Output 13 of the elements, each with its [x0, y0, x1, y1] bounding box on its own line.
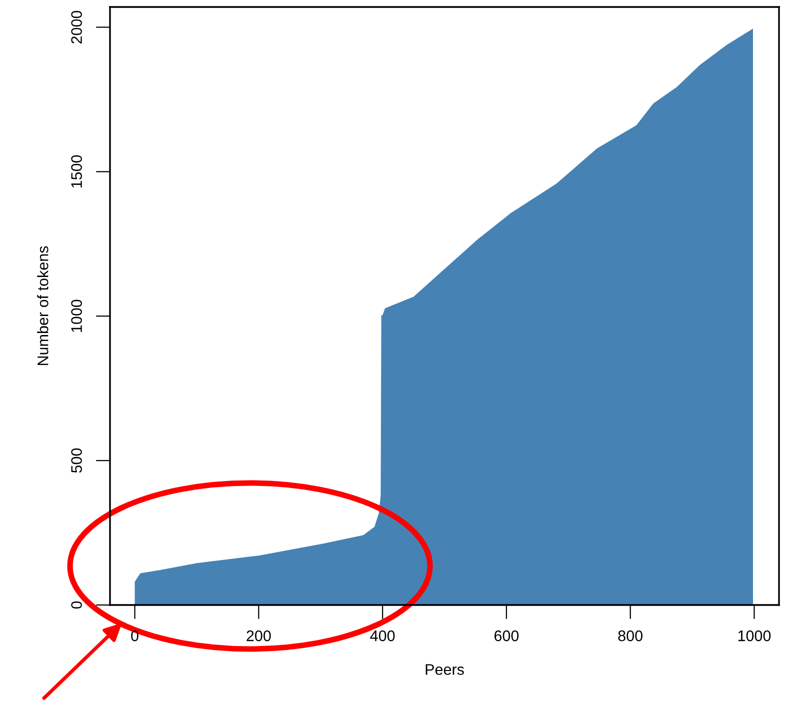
x-axis-title: Peers [426, 664, 464, 675]
x-tick-label: 200 [246, 630, 271, 642]
x-tick-label: 600 [494, 630, 519, 642]
y-tick-label: 1000 [71, 300, 82, 332]
y-tick-label: 500 [71, 448, 82, 473]
x-tick-label: 800 [618, 630, 642, 642]
y-tick-label: 1500 [71, 155, 82, 188]
x-tick-label: 1000 [738, 630, 771, 642]
y-axis-title: Number of tokens [37, 246, 48, 366]
y-tick-label: 2000 [71, 10, 82, 44]
x-tick-label: 400 [370, 630, 395, 642]
x-tick-label: 0 [131, 630, 138, 642]
y-tick-label: 0 [71, 601, 82, 609]
